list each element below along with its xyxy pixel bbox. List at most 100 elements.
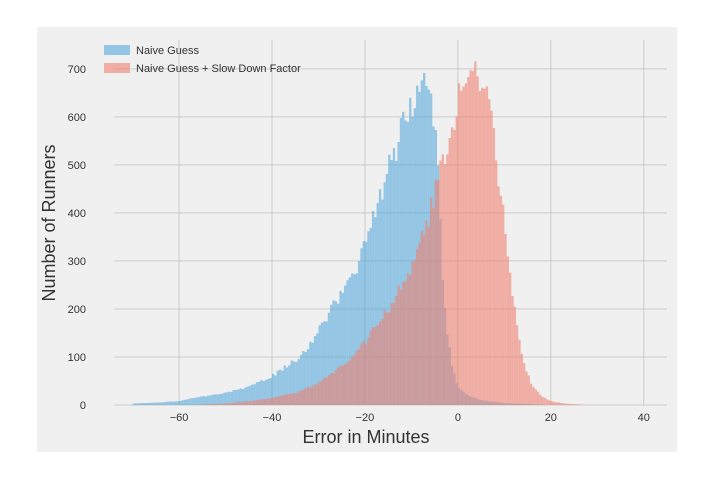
histogram-bar bbox=[297, 391, 300, 405]
histogram-bar bbox=[323, 377, 326, 405]
y-tick-label: 400 bbox=[68, 208, 86, 220]
histogram-bar bbox=[381, 318, 384, 405]
histogram-bar bbox=[211, 404, 214, 405]
histogram-bar bbox=[534, 389, 537, 405]
histogram-bar bbox=[553, 401, 556, 405]
histogram-bar bbox=[311, 385, 314, 405]
histogram-bar bbox=[378, 189, 382, 405]
histogram-bar bbox=[364, 344, 368, 405]
histogram-bar bbox=[260, 399, 263, 405]
histogram-bar bbox=[253, 400, 256, 405]
legend: Naive Guess Naive Guess + Slow Down Fact… bbox=[104, 45, 301, 75]
histogram-bar bbox=[485, 86, 489, 405]
histogram-bar bbox=[402, 281, 405, 405]
histogram-bar bbox=[436, 180, 440, 405]
histogram-bar bbox=[241, 401, 245, 405]
histogram-bar bbox=[230, 392, 233, 405]
histogram-bar bbox=[288, 365, 291, 405]
histogram-bar bbox=[471, 70, 475, 405]
x-axis-title: Error in Minutes bbox=[302, 427, 429, 447]
histogram-bar bbox=[313, 384, 317, 405]
histogram-bar bbox=[378, 321, 382, 405]
y-tick-label: 500 bbox=[68, 160, 86, 172]
histogram-bar bbox=[313, 335, 317, 405]
histogram-bar bbox=[420, 230, 424, 405]
histogram-bar bbox=[423, 235, 426, 405]
histogram-bar bbox=[520, 353, 523, 405]
histogram-bar bbox=[418, 242, 421, 405]
histogram-bar bbox=[492, 128, 496, 406]
histogram-bar bbox=[413, 108, 417, 406]
histogram-bar bbox=[467, 77, 470, 405]
legend-label-slow-down-factor: Naive Guess + Slow Down Factor bbox=[136, 63, 301, 75]
histogram-bar bbox=[571, 404, 575, 405]
histogram-bar bbox=[241, 389, 245, 405]
histogram-bar bbox=[497, 186, 500, 405]
y-tick-label: 600 bbox=[68, 112, 86, 124]
histogram-bar bbox=[246, 386, 249, 405]
histogram-bar bbox=[453, 129, 456, 405]
histogram-bar bbox=[495, 160, 498, 405]
histogram-bar bbox=[299, 390, 303, 405]
histogram-bar bbox=[346, 280, 349, 405]
histogram-bar bbox=[569, 403, 572, 405]
histogram-bar bbox=[267, 378, 270, 405]
histogram-bar bbox=[357, 261, 361, 405]
histogram-bar bbox=[443, 164, 447, 405]
histogram-bar bbox=[506, 256, 509, 405]
histogram-bar bbox=[174, 401, 177, 405]
histogram-bar bbox=[327, 375, 331, 405]
histogram-bar bbox=[218, 394, 221, 405]
histogram-bar bbox=[278, 369, 282, 405]
histogram-bar bbox=[337, 303, 340, 405]
histogram-bar bbox=[557, 402, 561, 405]
histogram-bar bbox=[564, 403, 568, 405]
histogram-bar bbox=[357, 349, 361, 405]
histogram-bar bbox=[204, 396, 207, 405]
histogram-bar bbox=[385, 173, 389, 405]
histogram-bar bbox=[246, 401, 249, 405]
histogram-bar bbox=[330, 304, 333, 405]
histogram-bar bbox=[344, 363, 347, 405]
histogram-bar bbox=[253, 384, 256, 405]
histogram-bar bbox=[318, 325, 321, 405]
histogram-bar bbox=[334, 301, 338, 405]
histogram-bar bbox=[488, 99, 491, 406]
histogram-bar bbox=[446, 154, 449, 405]
histogram-bar bbox=[325, 378, 328, 405]
histogram-bar bbox=[202, 404, 205, 405]
histogram-bar bbox=[290, 360, 293, 405]
histogram-bar bbox=[244, 387, 247, 405]
histogram-bar bbox=[351, 273, 354, 405]
histogram-bar bbox=[234, 402, 238, 405]
histogram-bar bbox=[248, 401, 252, 405]
histogram-bar bbox=[374, 327, 377, 405]
histogram-bar bbox=[344, 285, 347, 405]
histogram-bar bbox=[325, 321, 328, 405]
histogram-bar bbox=[278, 396, 282, 405]
histogram-bar bbox=[404, 120, 407, 405]
histogram-bar bbox=[439, 160, 442, 405]
histogram-bar bbox=[450, 127, 454, 406]
histogram-bar bbox=[395, 296, 398, 405]
histogram-bar bbox=[179, 401, 182, 405]
histogram-bar bbox=[541, 397, 544, 405]
histogram-bar bbox=[502, 204, 505, 405]
histogram-bar bbox=[367, 231, 370, 405]
histogram-bar bbox=[323, 321, 326, 405]
histogram-bar bbox=[306, 349, 310, 405]
histogram-bar bbox=[306, 386, 310, 405]
histogram-bar bbox=[202, 396, 205, 405]
histogram-bar bbox=[348, 277, 351, 405]
histogram-bar bbox=[220, 393, 224, 405]
histogram-bar bbox=[137, 403, 140, 405]
histogram-bar bbox=[481, 87, 484, 406]
histogram-bar bbox=[165, 401, 168, 405]
histogram-bar bbox=[309, 341, 312, 405]
histogram-bar bbox=[360, 248, 363, 405]
histogram-bar bbox=[548, 400, 551, 405]
histogram-bar bbox=[362, 340, 365, 405]
histogram-bar bbox=[460, 90, 463, 405]
histogram-bar bbox=[283, 365, 286, 405]
